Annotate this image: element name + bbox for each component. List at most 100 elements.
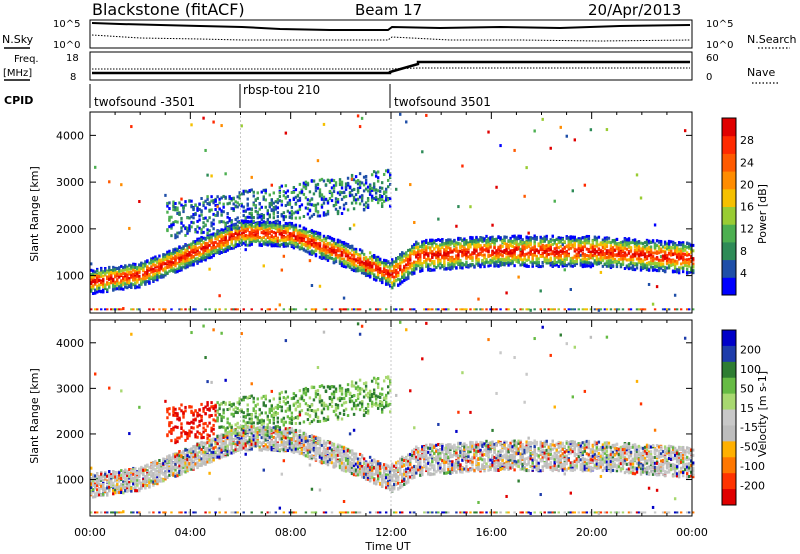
power-cell <box>388 266 392 270</box>
power-cell <box>511 244 514 248</box>
power-cell <box>354 308 358 311</box>
power-cell <box>501 258 504 262</box>
freq-tick-low: 8 <box>70 72 76 83</box>
power-cell <box>661 245 665 249</box>
power-cell <box>483 248 486 252</box>
power-cell <box>469 254 472 258</box>
power-cell <box>262 242 265 246</box>
power-cell <box>635 257 639 261</box>
power-cell <box>214 203 217 207</box>
power-cell <box>244 248 247 252</box>
power-cell <box>451 241 454 245</box>
power-cell <box>272 238 276 242</box>
power-cell <box>449 257 452 261</box>
power-cell <box>575 260 579 264</box>
power-cell <box>425 263 428 267</box>
power-cell <box>401 271 404 275</box>
power-cell <box>194 253 197 257</box>
power-cell <box>555 252 558 256</box>
power-cell <box>362 268 366 272</box>
power-cell <box>112 270 115 274</box>
power-cell <box>126 282 129 286</box>
power-cell <box>94 308 97 311</box>
power-cell <box>298 216 302 220</box>
power-cell <box>589 250 593 254</box>
power-cell <box>102 282 105 286</box>
power-cell <box>376 258 380 262</box>
power-cell <box>521 247 524 251</box>
power-cell <box>286 222 290 226</box>
power-cell <box>659 255 663 259</box>
power-cell <box>176 235 179 239</box>
power-cell <box>152 267 155 271</box>
power-cell <box>639 308 643 311</box>
power-cell <box>491 256 494 260</box>
power-cell <box>505 247 508 251</box>
power-cell <box>152 263 155 267</box>
power-cell <box>364 205 368 209</box>
power-cell <box>595 259 599 263</box>
power-cell <box>286 227 290 231</box>
power-cell <box>242 228 245 232</box>
power-cell <box>633 250 637 254</box>
power-cell <box>262 240 265 244</box>
power-cell <box>284 231 288 235</box>
power-cell <box>417 264 420 268</box>
power-cell <box>435 256 438 260</box>
power-cell <box>324 197 328 201</box>
power-cell <box>573 238 577 242</box>
power-cell <box>324 239 328 243</box>
power-cell <box>372 196 376 200</box>
power-cell <box>274 224 278 228</box>
power-cell <box>613 238 617 242</box>
power-cell <box>583 308 587 311</box>
power-cell <box>577 237 581 241</box>
power-cell <box>573 247 577 251</box>
power-cell <box>244 239 247 243</box>
power-cell <box>627 251 631 255</box>
power-cell <box>276 224 280 228</box>
power-cell <box>477 240 480 244</box>
power-cell <box>276 206 280 210</box>
power-cell <box>242 241 245 245</box>
power-cell <box>342 257 346 261</box>
power-cell <box>206 242 209 246</box>
power-cell <box>284 196 288 200</box>
power-cell <box>246 243 249 247</box>
power-cell <box>649 253 653 257</box>
power-cell <box>657 263 661 267</box>
power-cell <box>447 254 450 258</box>
power-cell <box>597 235 601 239</box>
power-cell <box>605 308 609 311</box>
power-cell <box>659 247 663 251</box>
power-cell <box>196 208 199 212</box>
power-cell <box>294 210 298 214</box>
power-cell <box>417 247 420 251</box>
power-cell <box>439 249 442 253</box>
power-cell <box>234 236 237 240</box>
power-cell <box>122 307 125 311</box>
power-cell <box>611 239 615 243</box>
power-cell <box>619 243 623 247</box>
power-cell <box>124 266 127 270</box>
power-cell <box>204 308 207 311</box>
power-cell <box>158 275 161 279</box>
power-cell <box>168 262 171 266</box>
power-cell <box>96 284 99 288</box>
power-cell <box>655 239 659 243</box>
power-cell <box>475 258 478 262</box>
power-cell <box>447 251 450 255</box>
power-cell <box>515 257 518 261</box>
power-cell <box>453 263 456 267</box>
power-cell <box>429 263 432 267</box>
power-cell <box>234 226 237 230</box>
power-cell <box>192 308 195 311</box>
power-cell <box>282 190 286 194</box>
power-cell <box>631 261 635 265</box>
power-cell <box>96 308 99 311</box>
power-cell <box>112 265 115 269</box>
power-cell <box>362 265 366 269</box>
power-cell <box>240 235 243 239</box>
power-cell <box>304 227 308 231</box>
power-cell <box>330 243 334 247</box>
